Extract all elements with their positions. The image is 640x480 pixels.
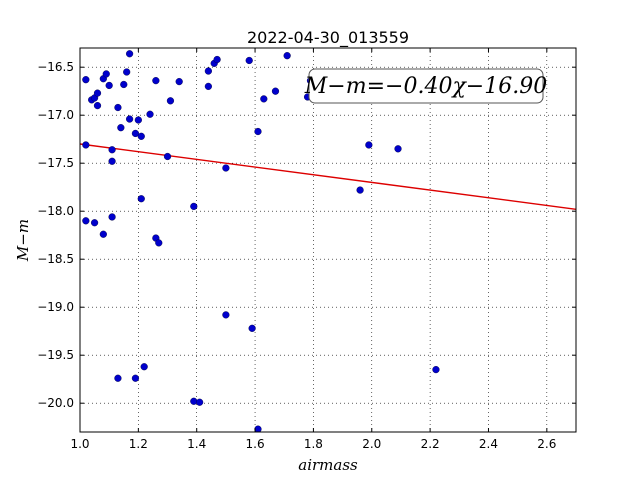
annotation-text: M−m=−0.40χ−16.90 xyxy=(304,74,547,99)
data-point xyxy=(134,116,142,124)
data-point xyxy=(222,311,230,319)
data-point xyxy=(152,77,160,85)
y-tick-label: −16.5 xyxy=(37,60,74,74)
data-point xyxy=(131,129,140,138)
data-point xyxy=(93,89,102,97)
x-tick-label: 2.2 xyxy=(421,437,440,451)
data-point xyxy=(166,97,175,105)
x-tick-label: 2.6 xyxy=(537,437,556,451)
data-point xyxy=(196,398,204,406)
data-point xyxy=(82,76,90,84)
data-point xyxy=(204,82,212,91)
y-tick-label: −20.0 xyxy=(37,396,74,410)
data-point xyxy=(394,145,402,153)
chart-title: 2022-04-30_013559 xyxy=(247,28,409,48)
data-point xyxy=(82,217,90,225)
data-point xyxy=(137,132,145,140)
x-tick-label: 1.6 xyxy=(246,437,265,451)
plot-frame xyxy=(79,47,577,433)
data-point xyxy=(356,186,364,194)
x-tick-label: 2.0 xyxy=(362,437,381,451)
data-point xyxy=(365,141,373,149)
data-point xyxy=(114,374,122,382)
data-point xyxy=(190,202,198,211)
data-point xyxy=(283,52,291,60)
data-point xyxy=(213,55,221,64)
x-tick-label: 1.0 xyxy=(70,437,89,451)
y-tick-label: −17.0 xyxy=(37,108,74,122)
data-point xyxy=(245,56,253,65)
data-points xyxy=(82,50,440,432)
data-point xyxy=(146,110,154,118)
axis-ticks: 1.0 1.2 1.4 1.6 1.8 2.0 2.2 2.4 2.6 −16.5 −17.0 −17… xyxy=(37,48,576,451)
data-point xyxy=(432,366,440,374)
fit-line-group xyxy=(80,143,576,210)
data-point xyxy=(82,141,90,149)
data-point xyxy=(254,127,262,136)
plot-area xyxy=(80,48,576,432)
y-tick-label: −19.5 xyxy=(37,348,74,362)
data-point xyxy=(131,374,140,382)
data-point xyxy=(137,195,145,203)
data-point xyxy=(108,157,116,165)
data-point xyxy=(126,115,134,123)
data-point xyxy=(114,103,122,112)
y-tick-label: −17.5 xyxy=(37,156,74,170)
data-point xyxy=(123,68,131,76)
x-tick-label: 1.2 xyxy=(129,437,148,451)
y-tick-label: −18.5 xyxy=(37,252,74,266)
fit-line xyxy=(80,143,576,210)
data-point xyxy=(90,219,99,227)
data-point xyxy=(108,213,116,221)
data-point xyxy=(140,363,148,371)
data-point xyxy=(93,101,102,110)
x-axis-label: airmass xyxy=(298,456,358,474)
x-tick-label: 1.4 xyxy=(187,437,206,451)
grid-lines xyxy=(80,48,576,432)
y-tick-label: −19.0 xyxy=(37,300,74,314)
data-point xyxy=(155,239,163,247)
data-point xyxy=(222,164,230,172)
data-point xyxy=(102,70,110,78)
x-tick-label: 2.4 xyxy=(479,437,498,451)
x-tick-label: 1.8 xyxy=(304,437,323,451)
data-point xyxy=(248,324,256,332)
y-axis-label: M−m xyxy=(14,219,32,262)
y-tick-label: −18.0 xyxy=(37,204,74,218)
data-point xyxy=(105,81,113,90)
data-point xyxy=(120,80,128,89)
data-point xyxy=(260,95,268,103)
data-point xyxy=(163,152,172,161)
data-point xyxy=(271,87,280,95)
data-point xyxy=(108,146,116,154)
data-point xyxy=(117,124,125,132)
data-point xyxy=(99,230,107,238)
fit-annotation: M−m=−0.40χ−16.90 xyxy=(304,68,547,104)
data-point xyxy=(175,77,183,86)
data-point xyxy=(126,50,134,58)
data-point xyxy=(204,67,212,75)
annotation-box xyxy=(308,68,544,104)
